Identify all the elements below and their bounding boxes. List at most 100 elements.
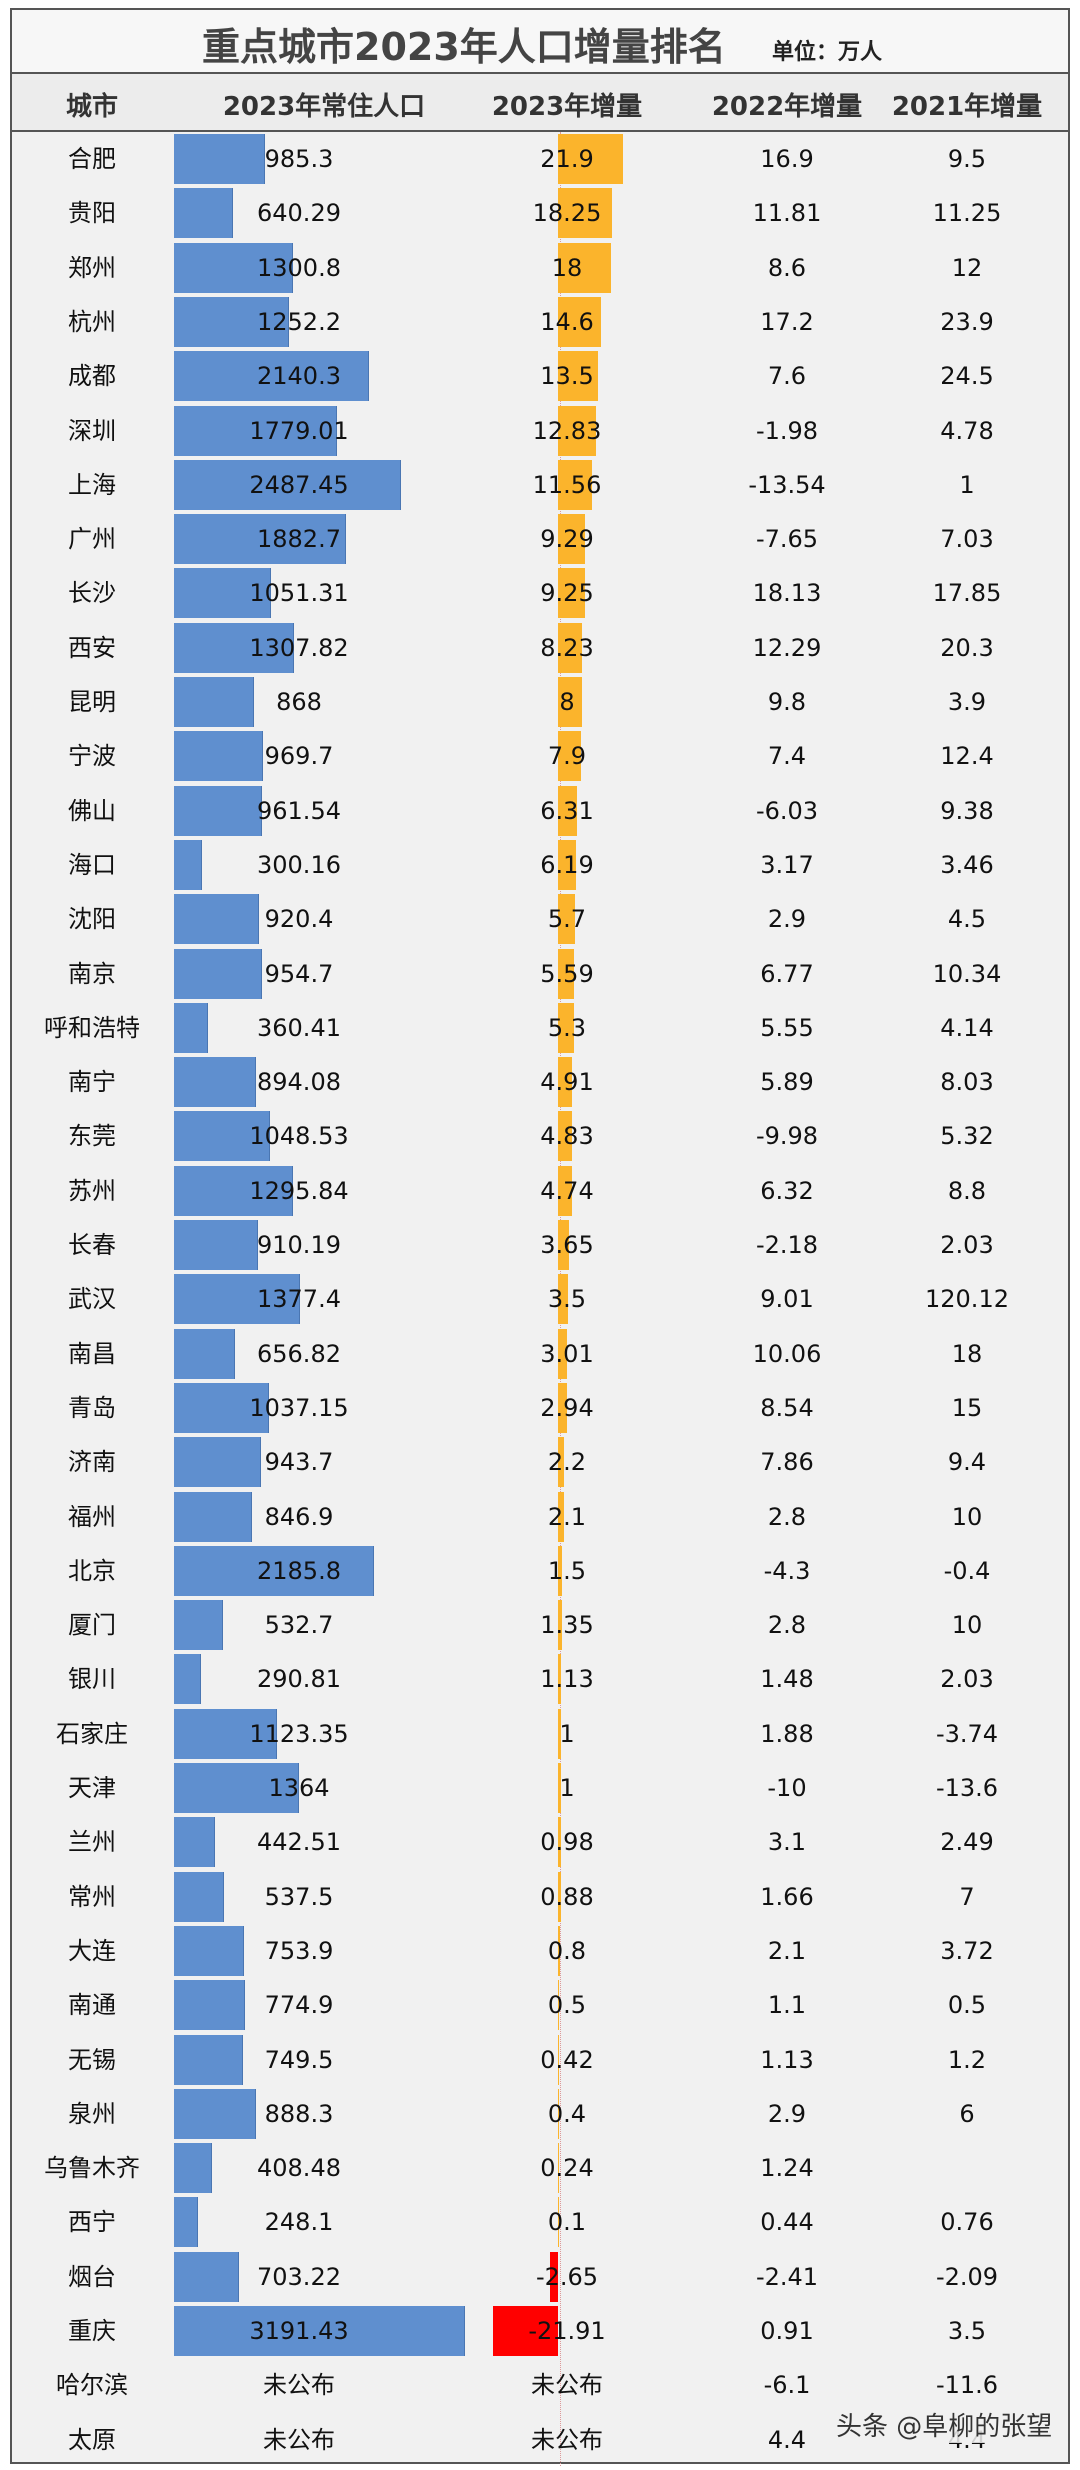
- population-bar: [174, 1111, 271, 1162]
- table-row: 乌鲁木齐 408.48 0.24 1.24: [12, 2141, 1068, 2195]
- city-cell: 大连: [68, 1936, 116, 1965]
- increase-2021-value: 7.03: [940, 525, 994, 554]
- city-cell: 福州: [68, 1502, 116, 1531]
- population-value: 961.54: [257, 796, 341, 825]
- population-bar: [174, 1654, 202, 1705]
- population-value: 537.5: [264, 1882, 334, 1911]
- population-bar: [174, 1708, 278, 1759]
- increase-2023-bar: [558, 894, 575, 945]
- population-bar: [174, 2088, 256, 2139]
- increase-2023-bar: [558, 1654, 562, 1705]
- increase-2022-value: 1.48: [760, 1665, 814, 1694]
- increase-2023-bar: [558, 568, 586, 619]
- increase-2022-value: 16.9: [760, 145, 814, 173]
- city-cell: 贵阳: [68, 199, 116, 228]
- population-value: 846.9: [264, 1502, 334, 1531]
- increase-2023-value: 1.35: [540, 1611, 594, 1640]
- increase-2023-bar: [558, 296, 602, 347]
- increase-2023-bar: [558, 1057, 573, 1108]
- city-cell: 广州: [68, 525, 116, 554]
- increase-2023-bar: [558, 677, 582, 727]
- increase-2023-value: 14.6: [540, 307, 594, 336]
- increase-2023-bar: [558, 405, 596, 456]
- increase-2022-value: -1.98: [755, 416, 819, 445]
- increase-2023-value: 5.7: [547, 905, 587, 934]
- increase-2023-value: 未公布: [531, 2371, 603, 2400]
- increase-2023-value: 18: [551, 253, 583, 282]
- increase-2021-value: 9.38: [940, 796, 994, 825]
- table-row: 银川 290.81 1.13 1.48 2.03: [12, 1652, 1068, 1706]
- table-row: 深圳 1779.01 12.83 -1.98 4.78: [12, 404, 1068, 458]
- population-bar: [174, 1328, 235, 1379]
- population-bar: [174, 459, 402, 510]
- increase-2022-value: 7.6: [767, 362, 807, 391]
- increase-2023-value: 1: [559, 1719, 575, 1748]
- table-row: 上海 2487.45 11.56 -13.54 1: [12, 458, 1068, 512]
- population-value: 656.82: [257, 1339, 341, 1368]
- city-cell: 无锡: [68, 2045, 116, 2074]
- increase-2023-value: 4.74: [540, 1176, 594, 1205]
- population-bar: [174, 2197, 198, 2248]
- city-cell: 郑州: [68, 253, 116, 282]
- increase-2023-bar: [550, 2251, 558, 2302]
- table-row: 贵阳 640.29 18.25 11.81 11.25: [12, 186, 1068, 240]
- increase-2023-value: -2.65: [535, 2262, 599, 2291]
- table-row: 常州 537.5 0.88 1.66 7: [12, 1870, 1068, 1924]
- increase-2022-value: 2.1: [767, 1936, 807, 1965]
- population-bar: [174, 1763, 299, 1813]
- population-bar: [174, 1925, 244, 1976]
- city-cell: 合肥: [68, 145, 116, 173]
- increase-2023-value: 3.5: [547, 1285, 587, 1314]
- table-row: 青岛 1037.15 2.94 8.54 15: [12, 1381, 1068, 1435]
- city-cell: 海口: [68, 850, 116, 879]
- increase-2021-value: 3.72: [940, 1936, 994, 1965]
- increase-2021-value: 10: [951, 1611, 983, 1640]
- city-cell: 兰州: [68, 1828, 116, 1857]
- table-row: 重庆 3191.43 -21.91 0.91 3.5: [12, 2304, 1068, 2358]
- header-inc2022: 2022年增量: [711, 92, 863, 122]
- increase-2023-bar: [558, 1328, 567, 1379]
- increase-2021-value: 10: [951, 1502, 983, 1531]
- increase-2023-bar: [558, 785, 577, 836]
- population-bar: [174, 1437, 261, 1488]
- increase-2021-value: 3.5: [947, 2317, 987, 2345]
- population-value: 248.1: [264, 2208, 334, 2237]
- increase-2021-value: -13.6: [935, 1774, 999, 1802]
- increase-2022-value: 7.4: [767, 742, 807, 771]
- table-row: 南通 774.9 0.5 1.1 0.5: [12, 1978, 1068, 2032]
- population-bar: [174, 1165, 293, 1216]
- increase-2023-value: 1.5: [547, 1556, 587, 1585]
- population-bar: [174, 1600, 224, 1651]
- population-value: 2140.3: [257, 362, 341, 391]
- increase-2021-value: 20.3: [940, 633, 994, 662]
- city-cell: 沈阳: [68, 905, 116, 934]
- population-value: 985.3: [264, 145, 334, 173]
- population-value: 1048.53: [249, 1122, 349, 1151]
- population-value: 290.81: [257, 1665, 341, 1694]
- city-cell: 呼和浩特: [44, 1013, 140, 1042]
- header-pop2023: 2023年常住人口: [222, 92, 426, 122]
- city-cell: 长春: [68, 1231, 116, 1259]
- population-bar: [174, 2143, 213, 2194]
- population-value: 未公布: [263, 2425, 335, 2454]
- increase-2023-bar: [558, 2034, 560, 2085]
- population-bar: [174, 2251, 239, 2302]
- table-row: 烟台 703.22 -2.65 -2.41 -2.09: [12, 2250, 1068, 2304]
- increase-2021-value: -3.74: [935, 1719, 999, 1748]
- increase-2021-value: 1: [959, 470, 975, 499]
- increase-2021-value: 0.5: [947, 1991, 987, 2020]
- increase-2023-bar: [558, 514, 586, 565]
- city-cell: 上海: [68, 470, 116, 499]
- increase-2023-bar: [558, 1437, 565, 1488]
- increase-2021-value: 3.9: [947, 688, 987, 716]
- increase-2021-value: 2.03: [940, 1665, 994, 1694]
- increase-2023-value: 2.1: [547, 1502, 587, 1531]
- header-inc2021: 2021年增量: [891, 92, 1043, 122]
- city-cell: 武汉: [68, 1285, 116, 1314]
- population-value: 749.5: [264, 2045, 334, 2074]
- table-row: 兰州 442.51 0.98 3.1 2.49: [12, 1815, 1068, 1869]
- city-cell: 南通: [68, 1991, 116, 2020]
- population-bar: [174, 1817, 216, 1868]
- increase-2022-value: -2.41: [755, 2262, 819, 2291]
- increase-2022-value: 1.88: [760, 1719, 814, 1748]
